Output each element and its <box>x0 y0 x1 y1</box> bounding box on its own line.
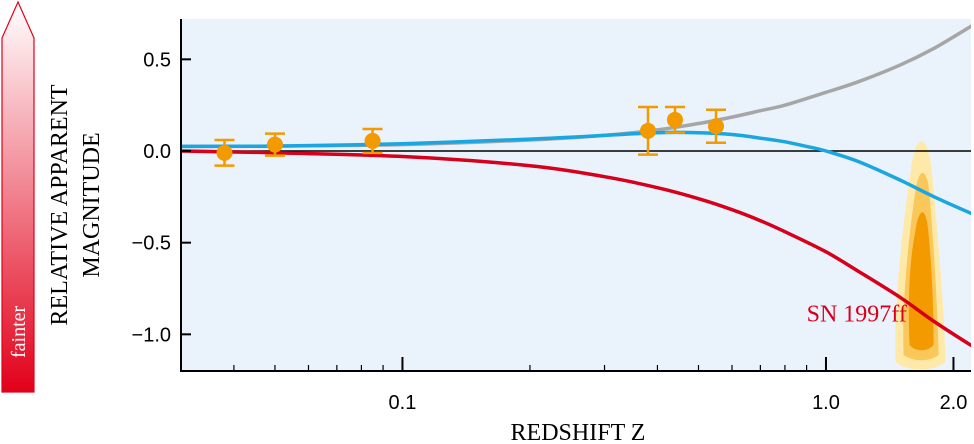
data-point-2 <box>362 127 383 155</box>
data-point-1 <box>264 132 285 157</box>
data-point-0 <box>214 138 235 167</box>
x-tick-label-1: 1.0 <box>812 392 840 414</box>
x-axis-title: REDSHIFT Z <box>511 420 646 444</box>
y-tick-label-0: 0.5 <box>143 49 171 71</box>
fainter-arrow: fainter <box>1 0 35 393</box>
y-tick-label-1: 0.0 <box>143 141 171 163</box>
y-axis-title-line-1: RELATIVE APPARENT <box>47 84 73 325</box>
data-point-4 <box>664 105 685 134</box>
series-line-1 <box>181 130 971 216</box>
annotation-sn-1997ff: SN 1997ff <box>807 302 907 328</box>
plot-frame <box>180 19 971 372</box>
fainter-arrow-label: fainter <box>8 305 30 358</box>
y-tick-label-3: −1.0 <box>132 324 171 346</box>
data-point-3 <box>638 105 659 156</box>
y-tick-label-2: −0.5 <box>132 233 171 255</box>
series-line-2 <box>181 149 971 348</box>
data-point-5 <box>706 108 727 144</box>
y-axis-title-line-2: MAGNITUDE <box>79 132 105 277</box>
plot-area <box>181 19 971 371</box>
x-tick-label-2: 2.0 <box>940 392 968 414</box>
x-tick-label-0: 0.1 <box>389 392 417 414</box>
